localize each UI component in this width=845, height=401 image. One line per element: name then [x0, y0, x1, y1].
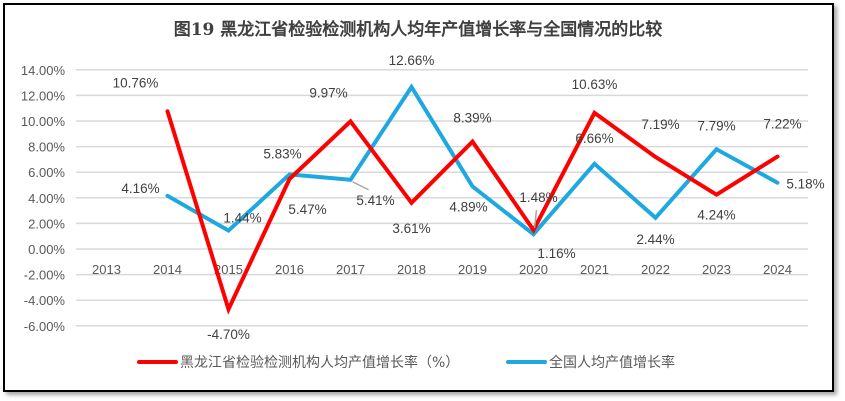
data-labels: 10.76% -4.70% 5.47% 9.97% 3.61% 8.39% 1.48% 10.…: [113, 53, 825, 342]
legend-label-heilongjiang: 黑龙江省检验检测机构人均产值增长率（%）: [180, 354, 459, 371]
y-tick-label: 4.00%: [28, 191, 65, 206]
legend-label-national: 全国人均产值增长率: [549, 354, 675, 371]
national-data-label: 6.66%: [575, 131, 613, 146]
chart-title: 图19 黑龙江省检验检测机构人均年产值增长率与全国情况的比较: [174, 19, 663, 40]
x-tick-label: 2015: [214, 262, 243, 277]
national-data-label: 1.44%: [223, 211, 261, 226]
national-data-label: 4.16%: [121, 181, 159, 196]
heilongjiang-data-label: -4.70%: [207, 327, 250, 342]
heilongjiang-data-label: 4.24%: [697, 208, 735, 223]
x-tick-label: 2019: [458, 262, 487, 277]
y-tick-label: -6.00%: [24, 319, 66, 334]
gridlines: [76, 69, 808, 327]
x-tick-label: 2018: [397, 262, 426, 277]
x-tick-label: 2017: [336, 262, 365, 277]
heilongjiang-data-label: 10.76%: [113, 75, 159, 90]
y-axis-ticks: 14.00% 12.00% 10.00% 8.00% 6.00% 4.00% 2.00% 0.…: [21, 63, 66, 334]
heilongjiang-data-label: 7.22%: [763, 117, 801, 132]
y-tick-label: 0.00%: [28, 242, 65, 257]
heilongjiang-data-label: 8.39%: [453, 111, 491, 126]
national-data-label: 4.89%: [449, 199, 487, 214]
y-tick-label: 8.00%: [28, 140, 65, 155]
x-tick-label: 2023: [702, 262, 731, 277]
heilongjiang-series-line: [165, 109, 780, 315]
x-tick-label: 2020: [519, 262, 548, 277]
national-data-label: 5.41%: [356, 193, 394, 208]
national-data-label: 7.79%: [697, 118, 735, 133]
x-tick-label: 2016: [275, 262, 304, 277]
national-data-label: 5.18%: [786, 177, 824, 192]
y-tick-label: 6.00%: [28, 165, 65, 180]
heilongjiang-data-label: 3.61%: [392, 221, 430, 236]
x-tick-label: 2013: [92, 262, 121, 277]
national-data-label: 2.44%: [636, 232, 674, 247]
y-tick-label: -2.00%: [24, 268, 66, 283]
national-series-line: [165, 83, 780, 237]
y-tick-label: 14.00%: [21, 63, 66, 78]
leader-lines: [352, 181, 538, 229]
x-axis-ticks: 2013 2014 2015 2016 2017 2018 2019 2020 2021 2022…: [92, 262, 792, 277]
national-data-label: 5.83%: [263, 146, 301, 161]
heilongjiang-data-label: 7.19%: [641, 117, 679, 132]
x-tick-label: 2014: [153, 262, 182, 277]
x-tick-label: 2021: [580, 262, 609, 277]
heilongjiang-data-label: 9.97%: [309, 85, 347, 100]
series-lines: [165, 83, 780, 315]
x-tick-label: 2024: [763, 262, 792, 277]
national-data-label: 1.16%: [537, 246, 575, 261]
y-tick-label: 12.00%: [21, 88, 66, 103]
y-tick-label: 10.00%: [21, 114, 66, 129]
legend: 黑龙江省检验检测机构人均产值增长率（%） 全国人均产值增长率: [137, 354, 675, 371]
y-tick-label: -4.00%: [24, 293, 66, 308]
heilongjiang-data-label: 1.48%: [519, 190, 557, 205]
leader-line: [533, 209, 538, 229]
heilongjiang-data-label: 10.63%: [572, 77, 618, 92]
leader-line: [352, 181, 369, 191]
x-tick-label: 2022: [641, 262, 670, 277]
heilongjiang-data-label: 5.47%: [288, 202, 326, 217]
y-tick-label: 2.00%: [28, 216, 65, 231]
national-data-label: 12.66%: [389, 53, 435, 68]
